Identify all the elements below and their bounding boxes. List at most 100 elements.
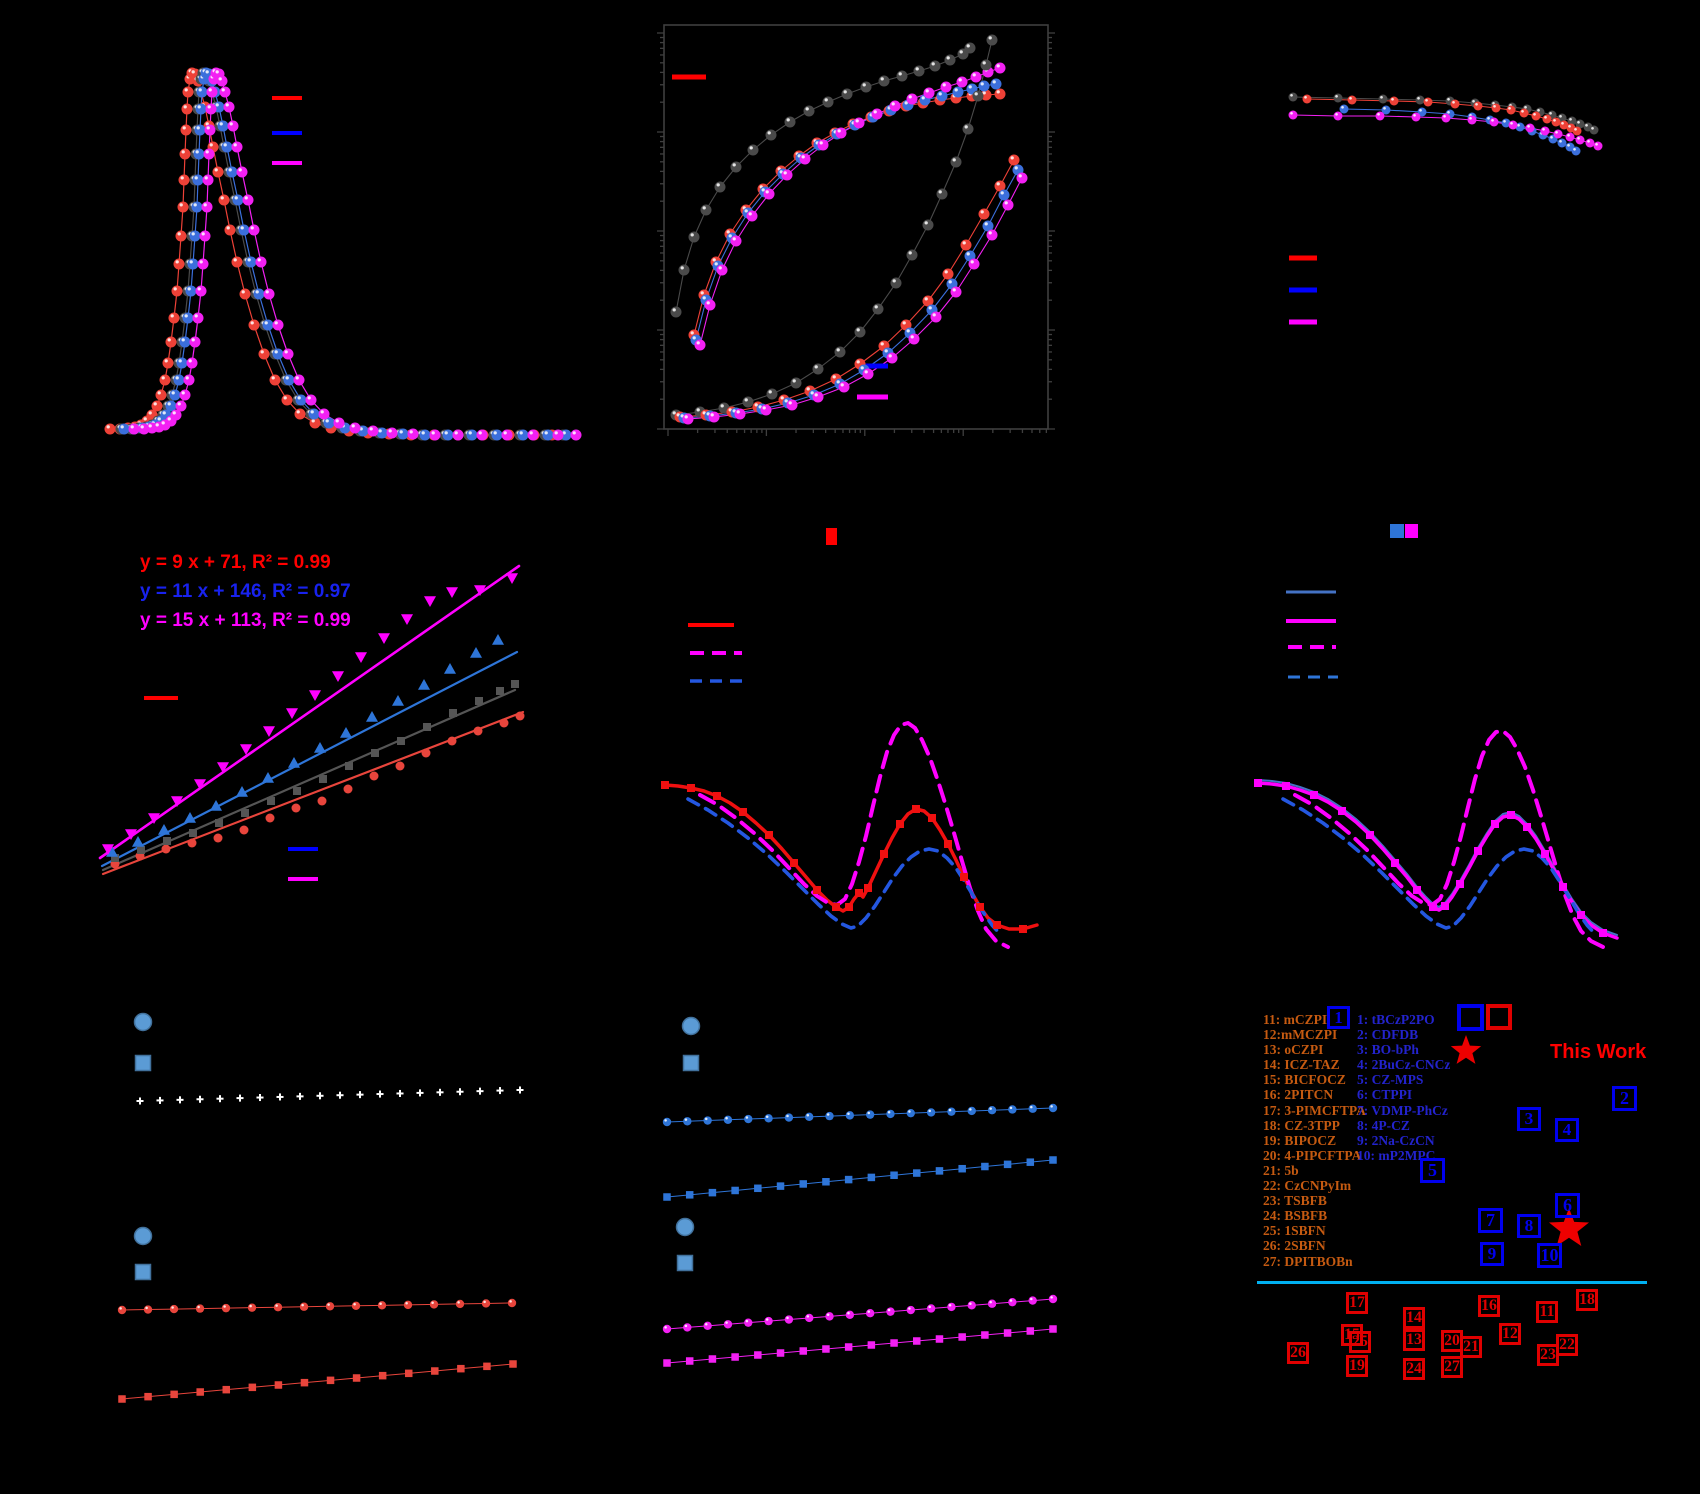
- marker-g-red-squares: [483, 1362, 491, 1371]
- marker-a-magenta: [452, 429, 464, 441]
- marker-g-red-circles: [169, 1304, 179, 1314]
- marker-c-red: [1559, 120, 1569, 130]
- marker-a-magenta: [386, 427, 398, 439]
- marker-d-magenta-pts: [446, 587, 458, 598]
- marker-a-blue: [323, 417, 335, 429]
- marker-b-gray-J: [936, 188, 948, 200]
- marker-c-magenta: [1333, 111, 1343, 121]
- marker-b-magenta-J: [786, 399, 798, 411]
- series-b-magenta-J: [687, 177, 1023, 420]
- marker-b-blue-J: [998, 189, 1010, 201]
- marker-h-magenta-squares: [890, 1339, 898, 1347]
- marker-g-red-squares: [300, 1378, 309, 1387]
- benchmark-box-17: 17: [1346, 1292, 1368, 1314]
- benchmark-box-3: 3: [1517, 1107, 1541, 1131]
- legend-marker-g-0: [133, 1012, 153, 1032]
- marker-h-magenta-squares: [1026, 1327, 1035, 1335]
- marker-a-red: [309, 417, 321, 429]
- marker-h-magenta-circles: [744, 1318, 753, 1327]
- marker-b-gray-J: [890, 277, 902, 289]
- marker-d-red-pts: [499, 718, 509, 728]
- marker-d-magenta-pts: [401, 614, 413, 625]
- marker-b-magenta-L: [746, 210, 758, 222]
- marker-a-blue: [193, 148, 205, 160]
- marker-a-red: [239, 288, 251, 300]
- chart-panel-c: [1289, 96, 1599, 325]
- marker-a-magenta: [476, 429, 488, 441]
- marker-a-blue: [179, 336, 191, 348]
- list-item: 1: tBCzP2PO: [1357, 1012, 1435, 1027]
- marker-g-white-dots: [496, 1087, 504, 1095]
- marker-d-gray-pts: [397, 737, 405, 745]
- marker-f-magenta-solid: [1310, 791, 1318, 799]
- marker-h-blue-circles: [744, 1114, 753, 1124]
- marker-a-red: [171, 285, 183, 297]
- marker-h-magenta-squares: [799, 1347, 807, 1355]
- marker-b-magenta-J: [708, 411, 720, 423]
- marker-f-magenta-solid: [1491, 820, 1499, 828]
- marker-a-blue: [226, 166, 238, 178]
- marker-g-red-squares: [404, 1369, 413, 1378]
- marker-h-blue-circles: [764, 1114, 773, 1123]
- benchmark-box-4: 4: [1555, 1118, 1579, 1142]
- marker-a-magenta: [227, 120, 239, 132]
- red-square-swatch: [1486, 1004, 1512, 1030]
- marker-a-blue: [245, 256, 257, 268]
- series-f-magenta-dashed: [1293, 729, 1605, 949]
- marker-b-magenta-L: [956, 76, 968, 88]
- marker-c-gray: [1378, 94, 1388, 104]
- marker-b-magenta-J: [908, 333, 920, 345]
- marker-c-magenta: [1467, 115, 1477, 125]
- list-item: 25: 1SBFN: [1263, 1223, 1326, 1239]
- marker-g-red-circles: [481, 1299, 491, 1308]
- list-item: 6: CTPPI: [1357, 1087, 1413, 1103]
- marker-b-magenta-L: [716, 264, 728, 276]
- marker-d-magenta-pts: [424, 596, 436, 607]
- marker-a-magenta: [179, 389, 191, 401]
- marker-h-magenta-squares: [708, 1355, 717, 1363]
- marker-a-red: [212, 166, 224, 178]
- marker-h-blue-squares: [981, 1162, 989, 1171]
- marker-b-magenta-L: [763, 188, 775, 200]
- marker-g-red-circles: [143, 1305, 153, 1314]
- marker-e-red-solid: [928, 814, 936, 822]
- marker-a-red: [294, 408, 306, 420]
- marker-h-magenta-circles: [703, 1321, 712, 1331]
- marker-a-red: [162, 357, 174, 369]
- marker-d-magenta-pts: [355, 652, 367, 663]
- marker-f-magenta-solid: [1599, 929, 1607, 937]
- marker-d-blue-pts: [288, 757, 300, 768]
- marker-h-blue-circles: [1048, 1103, 1058, 1113]
- marker-g-white-dots: [336, 1091, 344, 1099]
- list-item: 27: DPITBOBn: [1263, 1253, 1353, 1269]
- marker-h-magenta-squares: [867, 1341, 876, 1349]
- marker-h-blue-circles: [703, 1116, 712, 1125]
- marker-h-blue-circles: [825, 1111, 834, 1121]
- marker-e-red-solid: [713, 792, 721, 800]
- marker-g-red-circles: [299, 1302, 309, 1311]
- marker-h-magenta-squares: [844, 1343, 853, 1351]
- marker-d-blue-pts: [210, 800, 222, 811]
- marker-g-red-circles: [117, 1305, 127, 1315]
- marker-g-white-dots: [256, 1094, 264, 1102]
- marker-f-magenta-solid: [1474, 847, 1482, 855]
- marker-c-red: [1302, 94, 1312, 104]
- marker-e-red-solid: [687, 784, 695, 792]
- marker-b-gray-J: [906, 249, 918, 261]
- marker-b-magenta-J: [760, 404, 772, 416]
- marker-g-red-circles: [221, 1303, 231, 1313]
- marker-b-magenta-J: [930, 311, 942, 323]
- marker-h-blue-squares: [890, 1171, 898, 1179]
- marker-d-magenta-pts: [125, 829, 137, 840]
- list-item: 7: VDMP-PhCz: [1357, 1102, 1448, 1118]
- series-e-magenta-dashed: [698, 721, 1010, 949]
- marker-c-red: [1491, 103, 1501, 113]
- list-item: 4: 2BuCz-CNCz: [1357, 1057, 1451, 1073]
- marker-a-magenta: [175, 400, 187, 412]
- benchmark-box-6: 6: [1555, 1193, 1580, 1218]
- marker-c-magenta: [1411, 112, 1421, 122]
- marker-c-gray: [1415, 95, 1425, 105]
- list-item: 21: 5b: [1263, 1162, 1299, 1178]
- benchmark-box-8: 8: [1517, 1214, 1541, 1238]
- series-g-red-squares: [121, 1363, 514, 1400]
